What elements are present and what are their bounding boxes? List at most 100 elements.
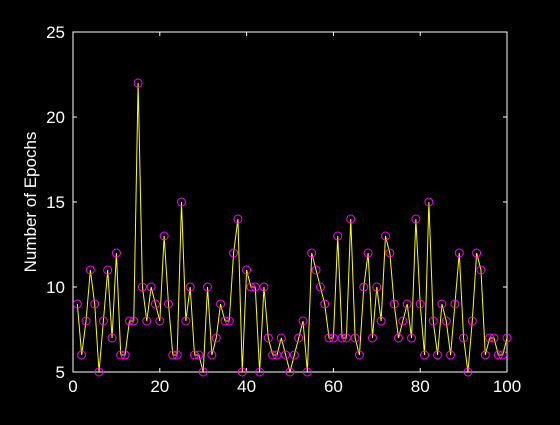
data-point-marker (341, 333, 351, 343)
x-tick-label: 100 (493, 377, 521, 396)
data-point-marker (311, 265, 321, 275)
data-point-marker (402, 299, 412, 309)
data-point-marker (415, 299, 425, 309)
data-point-marker (85, 265, 95, 275)
data-point-marker (302, 367, 312, 377)
series-line (76, 82, 508, 373)
data-point-marker (424, 197, 434, 207)
data-point-marker (385, 248, 395, 258)
data-point-marker (476, 265, 486, 275)
data-point-marker (376, 316, 386, 326)
data-point-marker (446, 350, 456, 360)
data-point-marker (190, 350, 200, 360)
x-tick-label: 80 (411, 377, 430, 396)
data-point-marker (142, 316, 152, 326)
data-point-marker (242, 265, 252, 275)
data-point-marker (107, 333, 117, 343)
data-point-marker (177, 197, 186, 207)
data-point-marker (411, 214, 421, 224)
data-point-marker (407, 333, 417, 343)
data-point-marker (194, 350, 204, 360)
data-point-marker (237, 367, 247, 377)
y-tick-label: 20 (46, 108, 65, 127)
data-point-marker (150, 299, 160, 309)
data-point-marker (103, 265, 113, 275)
data-point-marker (155, 316, 165, 326)
data-point-marker (315, 282, 325, 292)
data-point-marker (433, 350, 443, 360)
data-point-marker (163, 299, 173, 309)
data-point-marker (120, 350, 130, 360)
x-tick-label: 20 (150, 377, 169, 396)
data-point-marker (346, 214, 356, 224)
data-point-marker (72, 299, 82, 309)
x-tick-label: 0 (68, 377, 77, 396)
data-point-marker (498, 350, 508, 360)
data-point-marker (259, 282, 269, 292)
x-axis-ticks: 0 20 40 60 80 100 (68, 32, 521, 396)
data-point-marker (211, 333, 221, 343)
data-point-marker (198, 367, 208, 377)
data-point-marker (459, 333, 469, 343)
data-point-marker (437, 299, 447, 309)
data-point-marker (489, 333, 499, 343)
data-point-marker (394, 333, 403, 343)
data-point-marker (81, 316, 91, 326)
data-point-marker (124, 316, 134, 326)
data-point-marker (454, 248, 464, 258)
data-point-marker (129, 316, 139, 326)
data-point-marker (420, 350, 430, 360)
data-point-marker (216, 299, 226, 309)
data-point-marker (111, 248, 121, 258)
data-point-marker (133, 78, 143, 88)
data-point-marker (480, 350, 490, 360)
data-point-marker (485, 333, 495, 343)
data-point-marker (263, 333, 273, 343)
data-point-marker (137, 282, 147, 292)
data-point-marker (363, 248, 373, 258)
data-point-marker (463, 367, 473, 377)
y-tick-label: 10 (46, 278, 65, 297)
data-point-marker (328, 333, 338, 343)
y-axis-label: Number of Epochs (21, 132, 40, 273)
data-point-marker (289, 350, 299, 360)
data-point-marker (359, 282, 369, 292)
data-point-marker (168, 350, 178, 360)
x-tick-label: 40 (237, 377, 256, 396)
data-point-marker (94, 367, 104, 377)
data-point-marker (276, 333, 286, 343)
data-point-marker (307, 248, 317, 258)
data-point-marker (159, 231, 169, 241)
data-point-marker (98, 316, 108, 326)
data-point-marker (203, 282, 213, 292)
data-point-marker (428, 316, 438, 326)
data-point-marker (367, 333, 377, 343)
y-tick-label: 15 (46, 193, 65, 212)
data-point-marker (324, 333, 334, 343)
data-point-marker (389, 299, 399, 309)
data-point-marker (90, 299, 100, 309)
data-point-marker (467, 316, 477, 326)
series-markers (72, 78, 512, 377)
data-point-marker (298, 316, 308, 326)
data-point-marker (272, 350, 282, 360)
data-point-marker (255, 367, 265, 377)
data-point-marker (250, 282, 260, 292)
data-point-marker (337, 333, 347, 343)
data-point-marker (493, 350, 503, 360)
x-tick-label: 60 (324, 377, 343, 396)
data-point-marker (229, 248, 239, 258)
data-point-marker (320, 299, 330, 309)
data-point-marker (502, 333, 512, 343)
data-point-marker (172, 350, 182, 360)
plot-area (72, 31, 508, 373)
data-point-marker (333, 231, 343, 241)
data-point-marker (268, 350, 278, 360)
data-point-marker (350, 333, 360, 343)
data-point-marker (398, 316, 408, 326)
data-point-marker (116, 350, 126, 360)
data-point-marker (146, 282, 156, 292)
data-point-marker (441, 316, 451, 326)
y-tick-label: 5 (56, 363, 65, 382)
